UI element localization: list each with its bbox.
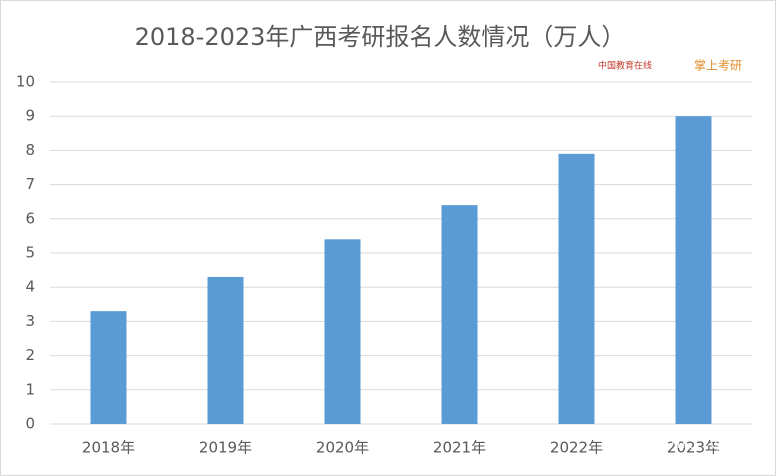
bar xyxy=(90,311,127,424)
y-tick-label: 0 xyxy=(25,415,35,433)
x-tick-label: 2019年 xyxy=(199,439,252,457)
x-tick-label: 2021年 xyxy=(433,439,486,457)
x-tick-label: 2022年 xyxy=(550,439,603,457)
y-tick-label: 4 xyxy=(25,278,35,296)
y-tick-label: 6 xyxy=(25,209,35,227)
bar xyxy=(207,276,244,424)
watermark: 知乎 @国裔 xyxy=(668,431,764,452)
y-tick-label: 5 xyxy=(25,244,35,262)
y-tick-label: 3 xyxy=(25,312,35,330)
x-tick-label: 2020年 xyxy=(316,439,369,457)
bar xyxy=(441,205,478,424)
bar xyxy=(675,116,712,424)
watermark: 掌上考研 xyxy=(694,59,742,73)
y-tick-label: 8 xyxy=(25,141,35,159)
watermark: 中国教育在线 xyxy=(598,60,652,72)
y-tick-label: 7 xyxy=(25,175,35,193)
y-tick-label: 1 xyxy=(25,380,35,398)
x-tick-label: 2023年 xyxy=(667,439,720,457)
y-tick-label: 2 xyxy=(25,346,35,364)
bar xyxy=(324,239,361,424)
y-tick-label: 9 xyxy=(25,107,35,125)
bar xyxy=(558,153,595,424)
y-tick-label: 10 xyxy=(16,73,35,91)
chart-title: 2018-2023年广西考研报名人数情况（万人） xyxy=(135,23,626,51)
x-tick-label: 2018年 xyxy=(82,439,135,457)
